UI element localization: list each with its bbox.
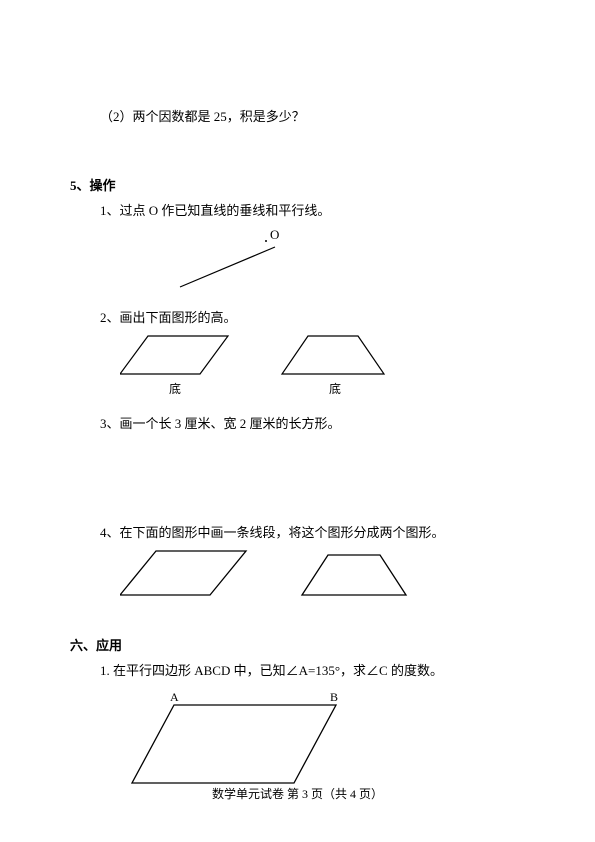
line-with-point-o: O [160,227,320,297]
trapezoid-q4 [300,553,410,599]
diagram-5-1: O [160,227,525,297]
base-label-1: 底 [120,380,230,397]
section-6-title: 六、应用 [70,635,525,654]
question-intro-2: （2）两个因数都是 25，积是多少？ [100,106,525,125]
diagram-6-1: A B [130,687,525,787]
diagram-5-2: 底 底 [120,334,525,397]
question-5-2: 2、画出下面图形的高。 [100,307,525,326]
base-label-2: 底 [280,380,390,397]
page-footer: 数学单元试卷 第 3 页（共 4 页） [0,785,595,802]
diagram-5-4 [120,549,525,599]
question-5-3: 3、画一个长 3 厘米、宽 2 厘米的长方形。 [100,413,525,432]
vertex-a-label: A [170,690,179,704]
question-6-1: 1. 在平行四边形 ABCD 中，已知∠A=135°，求∠C 的度数。 [100,660,525,679]
trapezoid-with-base: 底 [280,334,390,397]
parallelogram-with-base: 底 [120,334,230,397]
vertex-b-label: B [330,690,338,704]
question-5-1: 1、过点 O 作已知直线的垂线和平行线。 [100,200,525,219]
point-o-label: O [270,227,279,242]
parallelogram-abcd: A B [130,687,360,787]
section-5-title: 5、操作 [70,175,525,194]
question-5-4: 4、在下面的图形中画一条线段，将这个图形分成两个图形。 [100,522,525,541]
parallelogram-q4 [120,549,250,599]
